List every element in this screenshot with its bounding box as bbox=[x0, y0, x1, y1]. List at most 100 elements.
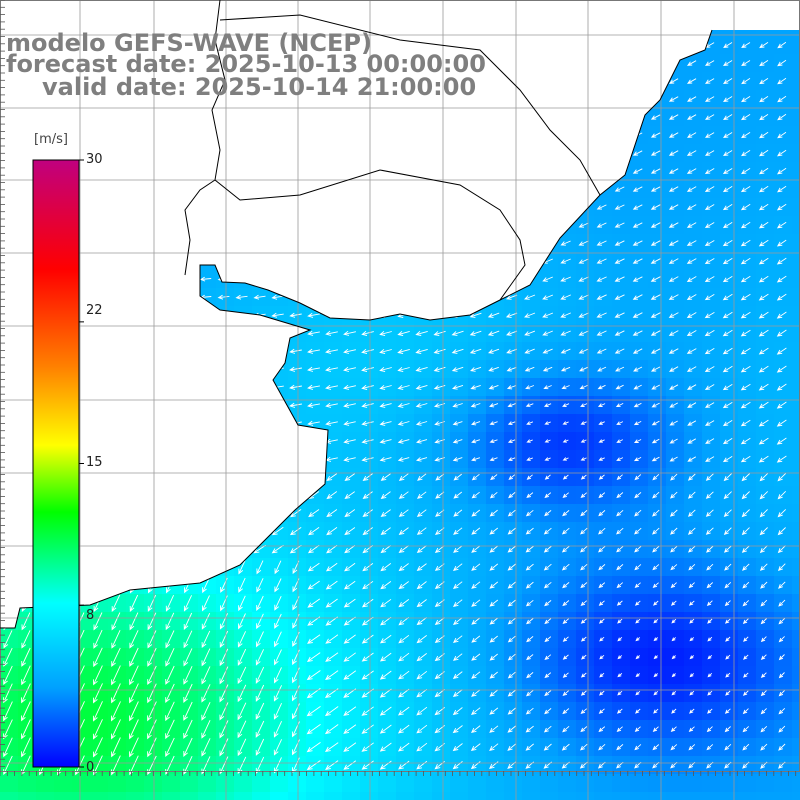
field-cell bbox=[468, 234, 487, 253]
wind-arrow bbox=[361, 706, 374, 716]
wind-arrow bbox=[596, 42, 607, 48]
field-cell bbox=[738, 756, 757, 775]
wind-arrow bbox=[524, 114, 535, 120]
field-cell bbox=[630, 504, 649, 523]
field-cell bbox=[594, 630, 613, 649]
wind-arrow bbox=[344, 186, 355, 192]
wind-arrow bbox=[289, 544, 302, 554]
wind-arrow bbox=[236, 132, 247, 138]
field-cell bbox=[108, 720, 127, 739]
field-cell bbox=[162, 252, 181, 271]
field-cell bbox=[648, 144, 667, 163]
wind-arrow bbox=[758, 347, 769, 355]
wind-arrow bbox=[398, 688, 410, 698]
wind-arrow bbox=[506, 348, 518, 354]
wind-arrow bbox=[218, 132, 229, 138]
field-cell bbox=[576, 396, 595, 415]
wind-arrow bbox=[452, 617, 463, 625]
wind-arrow bbox=[253, 222, 266, 228]
wind-arrow bbox=[165, 612, 175, 631]
field-cell bbox=[342, 774, 361, 793]
wind-arrow bbox=[632, 60, 643, 66]
wind-arrow bbox=[199, 240, 212, 246]
field-cell bbox=[774, 774, 793, 793]
wind-arrow bbox=[614, 42, 625, 48]
wind-arrow bbox=[343, 598, 356, 608]
field-cell bbox=[666, 468, 685, 487]
field-cell bbox=[144, 252, 163, 271]
wind-arrow bbox=[217, 294, 230, 300]
field-cell bbox=[180, 720, 199, 739]
field-cell bbox=[306, 108, 325, 127]
wind-arrow bbox=[326, 527, 338, 536]
field-cell bbox=[774, 558, 793, 577]
field-cell bbox=[396, 396, 415, 415]
field-cell bbox=[270, 612, 289, 631]
wind-arrow bbox=[776, 401, 787, 409]
field-cell bbox=[594, 0, 613, 19]
wind-arrow bbox=[273, 685, 283, 702]
field-cell bbox=[756, 234, 775, 253]
field-cell bbox=[486, 396, 505, 415]
wind-arrow bbox=[127, 509, 141, 518]
field-cell bbox=[666, 30, 685, 37]
wind-arrow bbox=[562, 636, 569, 642]
wind-arrow bbox=[217, 384, 230, 390]
field-cell bbox=[576, 90, 595, 109]
field-cell bbox=[576, 630, 595, 649]
field-cell bbox=[756, 54, 775, 73]
field-cell bbox=[144, 108, 163, 127]
field-cell bbox=[414, 216, 433, 235]
field-cell bbox=[414, 540, 433, 559]
field-cell bbox=[360, 540, 379, 559]
field-cell bbox=[612, 702, 631, 721]
field-cell bbox=[234, 180, 253, 199]
wind-arrow bbox=[21, 737, 31, 758]
wind-arrow bbox=[343, 294, 356, 300]
wind-arrow bbox=[361, 402, 374, 408]
field-cell bbox=[522, 396, 541, 415]
field-cell bbox=[234, 666, 253, 685]
field-cell bbox=[342, 702, 361, 721]
field-cell bbox=[126, 342, 145, 361]
wind-arrow bbox=[165, 648, 175, 667]
field-cell bbox=[126, 414, 145, 433]
field-cell bbox=[612, 468, 631, 487]
field-cell bbox=[324, 576, 343, 595]
wind-arrow bbox=[488, 384, 499, 390]
wind-arrow bbox=[653, 618, 659, 624]
wind-arrow bbox=[181, 402, 194, 408]
field-cell bbox=[288, 792, 307, 800]
wind-arrow bbox=[128, 114, 139, 120]
wind-arrow bbox=[416, 760, 428, 770]
wind-arrow bbox=[722, 456, 733, 463]
wind-arrow bbox=[707, 636, 713, 642]
wind-arrow bbox=[235, 366, 248, 372]
field-cell bbox=[234, 594, 253, 613]
wind-arrow bbox=[165, 630, 175, 649]
field-cell bbox=[540, 432, 559, 451]
wind-arrow bbox=[146, 150, 157, 156]
wind-arrow bbox=[307, 384, 320, 390]
wind-arrow bbox=[238, 595, 246, 612]
wind-arrow bbox=[687, 114, 697, 120]
wind-arrow bbox=[487, 312, 500, 318]
field-cell bbox=[108, 648, 127, 667]
wind-arrow bbox=[580, 403, 588, 407]
field-cell bbox=[324, 198, 343, 217]
field-cell bbox=[450, 702, 469, 721]
field-cell bbox=[774, 666, 793, 685]
field-cell bbox=[702, 288, 721, 307]
field-cell bbox=[126, 504, 145, 523]
wind-arrow bbox=[777, 113, 787, 121]
wind-arrow bbox=[253, 420, 266, 426]
wind-arrow bbox=[634, 600, 641, 606]
field-cell bbox=[450, 630, 469, 649]
wind-arrow bbox=[596, 222, 607, 228]
field-cell bbox=[594, 342, 613, 361]
wind-arrow bbox=[362, 150, 373, 156]
wind-arrow bbox=[325, 366, 338, 372]
field-cell bbox=[720, 126, 739, 145]
field-cell bbox=[324, 684, 343, 703]
field-cell bbox=[216, 756, 235, 775]
